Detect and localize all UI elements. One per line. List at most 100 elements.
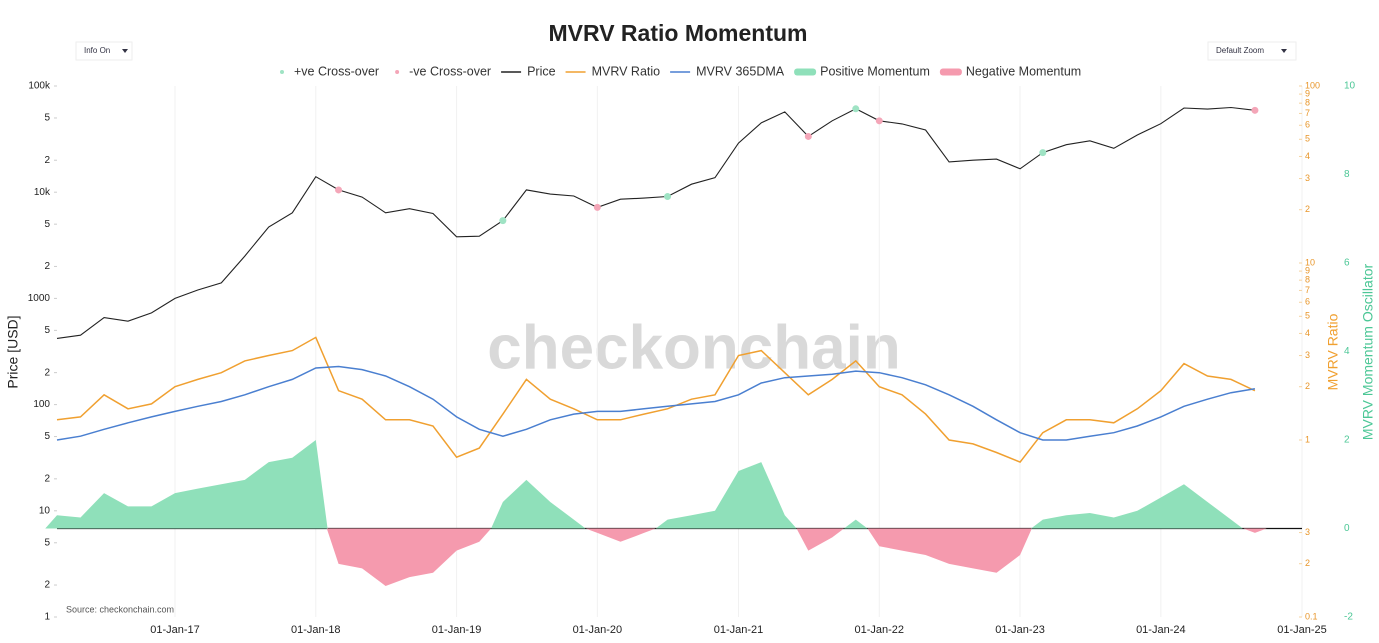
legend-label: -ve Cross-over — [409, 64, 491, 78]
dropdown-arrow[interactable] — [1281, 49, 1287, 53]
legend-label: MVRV Ratio — [592, 64, 661, 78]
y2-tick-label: 4 — [1305, 151, 1310, 161]
x-tick-label: 01-Jan-24 — [1136, 624, 1186, 636]
y2-tick-label: 2 — [1305, 558, 1310, 568]
y2-tick-label: 5 — [1305, 134, 1310, 144]
crossover-marker — [335, 186, 343, 194]
momentum-area — [1243, 528, 1267, 533]
y2-tick-label: 1 — [1305, 434, 1310, 444]
x-tick-label: 01-Jan-23 — [995, 624, 1045, 636]
y-tick-label: 5 — [44, 431, 50, 442]
crossover-marker — [593, 203, 601, 211]
info-dropdown[interactable]: Info On — [75, 41, 133, 61]
source-note: Source: checkonchain.com — [66, 604, 174, 614]
y2-tick-label: 2 — [1305, 381, 1310, 391]
x-tick-label: 01-Jan-19 — [432, 624, 482, 636]
y2-tick-label: 10 — [1305, 257, 1315, 267]
dropdown-label[interactable]: Info On — [84, 46, 110, 55]
y-tick-label: 2 — [44, 367, 50, 378]
y2-tick-label: 0.1 — [1305, 611, 1318, 621]
dropdown-box[interactable] — [1207, 41, 1297, 61]
y2-tick-label: 7 — [1305, 108, 1310, 118]
y-tick-label: 2 — [44, 473, 50, 484]
legend-label: Negative Momentum — [966, 64, 1081, 78]
zoom-dropdown[interactable]: Default Zoom — [1207, 41, 1297, 61]
legend: +ve Cross-over -ve Cross-over Price MVRV Ra… — [280, 64, 1081, 78]
y3-tick-label: 4 — [1344, 346, 1350, 357]
legend-symbol — [280, 70, 284, 74]
y2-tick-label: 7 — [1305, 285, 1310, 295]
legend-label: Price — [527, 64, 556, 78]
legend-symbol — [939, 68, 962, 76]
crossover-marker — [804, 132, 812, 140]
y2-tick-label: 8 — [1305, 98, 1310, 108]
y2-tick-label: 8 — [1305, 275, 1310, 285]
y3-tick-label: 6 — [1344, 258, 1350, 269]
y2-tick-label: 4 — [1305, 328, 1310, 338]
y3-axis-title: MVRV Momentum Oscillator — [1360, 263, 1376, 440]
y2-axis-title: MVRV Ratio — [1325, 313, 1341, 390]
y-tick-label: 100k — [28, 81, 51, 92]
y2-tick-label: 3 — [1305, 350, 1310, 360]
y-tick-label: 2 — [44, 580, 50, 591]
x-tick-label: 01-Jan-21 — [714, 624, 764, 636]
momentum-area — [491, 479, 586, 529]
series-line — [56, 365, 1256, 441]
y3-tick-label: 10 — [1344, 81, 1356, 92]
y-tick-label: 100 — [33, 399, 50, 410]
y3-tick-label: -2 — [1344, 612, 1353, 623]
momentum-area — [585, 528, 656, 542]
chart-title: MVRV Ratio Momentum — [549, 20, 808, 46]
momentum-area — [655, 462, 797, 529]
y-tick-label: 10 — [39, 505, 51, 516]
plot-layer: 01-Jan-17 01-Jan-18 01-Jan-19 01-Jan-20 01-J… — [28, 80, 1356, 636]
dropdown-arrow[interactable] — [122, 49, 128, 53]
x-tick-label: 01-Jan-18 — [291, 624, 341, 636]
dropdown-label[interactable]: Default Zoom — [1216, 46, 1264, 55]
y2-tick-label: 6 — [1305, 120, 1310, 130]
y2-tick-label: 6 — [1305, 297, 1310, 307]
x-tick-label: 01-Jan-25 — [1277, 624, 1327, 636]
crossover-marker — [1039, 149, 1047, 157]
crossover-marker — [664, 193, 672, 201]
crossover-marker — [875, 117, 883, 125]
y-tick-label: 2 — [44, 261, 50, 272]
momentum-area — [796, 528, 844, 551]
y-tick-label: 5 — [44, 113, 50, 124]
x-tick-label: 01-Jan-17 — [150, 624, 200, 636]
momentum-area — [45, 440, 328, 529]
y-tick-label: 2 — [44, 155, 50, 166]
y2-tick-label: 3 — [1305, 527, 1310, 537]
x-tick-label: 01-Jan-20 — [573, 624, 623, 636]
legend-symbol — [794, 68, 817, 76]
dropdown-box[interactable] — [75, 41, 133, 61]
y2-tick-label: 9 — [1305, 88, 1310, 98]
y-axis-title: Price [USD] — [5, 315, 21, 388]
crossover-marker — [1251, 106, 1259, 114]
y-tick-label: 5 — [44, 325, 50, 336]
momentum-area — [867, 528, 1032, 573]
y-tick-label: 5 — [44, 537, 50, 548]
legend-label: Positive Momentum — [820, 64, 930, 78]
y-tick-label: 1 — [44, 612, 50, 623]
series-line — [56, 336, 1256, 464]
y2-tick-label: 3 — [1305, 173, 1310, 183]
legend-label: +ve Cross-over — [294, 64, 379, 78]
legend-label: MVRV 365DMA — [696, 64, 785, 78]
y-tick-label: 10k — [34, 187, 51, 198]
y2-tick-label: 100 — [1305, 80, 1320, 90]
x-tick-label: 01-Jan-22 — [855, 624, 905, 636]
y2-tick-label: 2 — [1305, 204, 1310, 214]
y3-tick-label: 8 — [1344, 169, 1350, 180]
y2-tick-label: 5 — [1305, 311, 1310, 321]
watermark: checkonchain — [487, 313, 900, 382]
y2-tick-label: 9 — [1305, 265, 1310, 275]
crossover-marker — [499, 217, 507, 225]
momentum-area — [1031, 484, 1243, 529]
momentum-area — [326, 528, 492, 587]
y3-tick-label: 2 — [1344, 435, 1350, 446]
y-tick-label: 5 — [44, 219, 50, 230]
y-tick-label: 1000 — [28, 293, 51, 304]
legend-symbol — [395, 70, 400, 74]
